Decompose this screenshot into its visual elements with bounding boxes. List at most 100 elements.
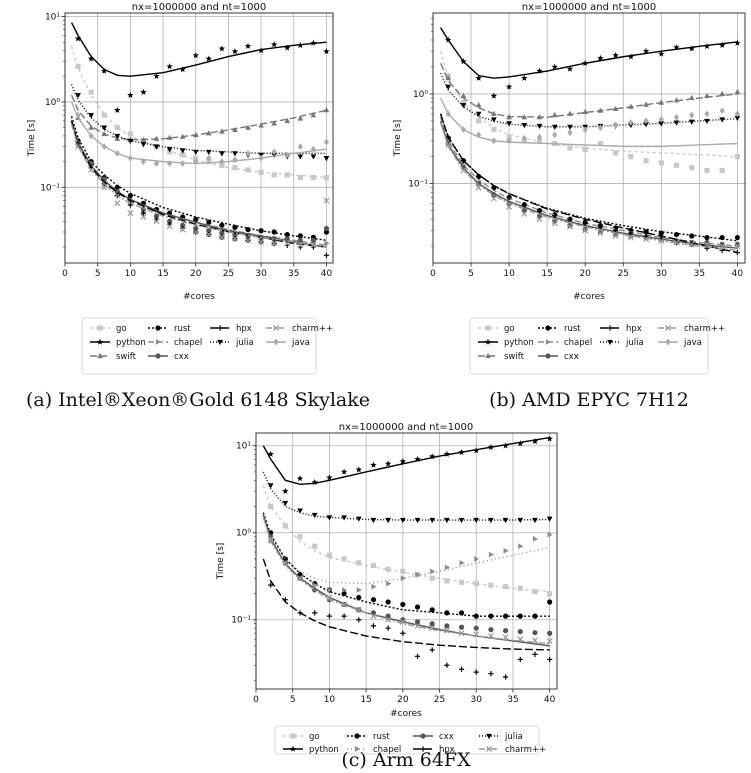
fit-line-cxx (439, 120, 738, 249)
series-rust (262, 512, 553, 619)
data-point-go (206, 159, 212, 165)
marker-square (485, 325, 491, 331)
marker-plus (420, 746, 426, 752)
legend-label: cxx (439, 732, 454, 742)
fit-line-hpx (439, 113, 738, 254)
data-point-rust (232, 224, 238, 230)
series-java (439, 97, 740, 148)
plot-area (65, 13, 333, 263)
x-tick-label: 35 (507, 695, 518, 705)
data-point-python (231, 48, 239, 55)
chart-title: nx=1000000 and nt=1000 (132, 2, 266, 13)
data-point-hpx (473, 669, 479, 675)
data-point-java (219, 158, 225, 166)
legend-label: java (683, 338, 702, 348)
data-point-swift (153, 135, 160, 141)
chart-title: nx=1000000 and nt=1000 (522, 2, 656, 13)
data-point-swift (567, 110, 573, 116)
data-point-python (101, 67, 108, 74)
fit-line-hpx (262, 558, 550, 651)
data-point-python (566, 65, 574, 72)
legend-label: go (309, 732, 320, 742)
data-point-rust (734, 234, 740, 241)
data-point-rust (271, 229, 277, 235)
data-point-julia (385, 517, 392, 524)
data-point-swift (258, 122, 264, 128)
data-point-swift (166, 134, 173, 140)
data-point-rust (284, 231, 290, 238)
data-point-python (244, 42, 252, 49)
fit-line-rust (439, 113, 738, 242)
data-point-chapel (356, 587, 362, 593)
data-point-python (257, 47, 265, 54)
data-point-go (444, 578, 450, 584)
fit-line-java (439, 97, 738, 148)
data-point-python (74, 35, 82, 42)
data-point-go (385, 566, 391, 572)
data-point-charm++ (153, 218, 160, 225)
x-tick-label: 20 (190, 269, 202, 279)
data-point-cxx (219, 230, 225, 236)
data-point-python (326, 474, 333, 481)
data-point-swift (179, 133, 186, 139)
legend-item-python: python (90, 338, 146, 348)
legend-item-chapel: chapel (148, 338, 202, 348)
data-point-julia (127, 138, 134, 144)
legend-label: charm++ (292, 324, 333, 334)
x-tick-label: 5 (468, 269, 474, 279)
data-point-java (297, 143, 303, 150)
x-tick-label: 40 (321, 269, 333, 279)
data-point-cxx (473, 625, 479, 631)
data-point-python (688, 45, 695, 52)
data-point-charm++ (517, 636, 524, 643)
data-point-hpx (597, 224, 604, 230)
data-point-go (488, 582, 494, 588)
data-point-python (370, 461, 377, 468)
series-group (439, 27, 741, 256)
data-point-cxx (323, 225, 330, 232)
data-point-julia (341, 515, 347, 521)
data-point-julia (536, 123, 543, 130)
data-point-charm++ (310, 242, 317, 249)
data-point-go (258, 169, 264, 175)
data-point-python (311, 478, 318, 486)
marker-star (484, 338, 492, 345)
data-point-swift (192, 131, 199, 138)
x-axis-label: #cores (390, 709, 422, 719)
x-tick-label: 30 (656, 269, 668, 279)
data-point-julia (643, 122, 649, 128)
data-point-cxx (532, 630, 538, 636)
data-point-java (127, 154, 133, 162)
marker-triangle-down (607, 339, 613, 346)
data-point-python (140, 88, 147, 95)
data-point-go (719, 167, 725, 174)
data-point-charm++ (658, 237, 665, 244)
data-point-charm++ (127, 210, 134, 217)
data-point-charm++ (140, 213, 147, 220)
data-point-cxx (310, 237, 316, 243)
legend-item-julia: julia (479, 732, 523, 742)
data-point-hpx (613, 227, 619, 234)
data-point-rust (532, 613, 538, 619)
marker-triangle-up (485, 352, 491, 359)
data-point-julia (192, 149, 199, 156)
grid (255, 433, 557, 689)
data-point-hpx (282, 597, 288, 603)
legend-label: hpx (236, 324, 252, 334)
data-point-hpx (734, 249, 740, 256)
data-point-python (460, 58, 467, 65)
data-point-chapel (444, 564, 450, 571)
data-point-julia (271, 152, 278, 158)
data-point-swift (536, 114, 543, 120)
marker-diamond (665, 338, 671, 346)
data-point-go (567, 145, 573, 151)
y-axis-label: Time [s] (27, 120, 37, 158)
data-point-hpx (297, 610, 303, 616)
data-point-charm++ (267, 535, 274, 542)
fit-line-rust (70, 116, 327, 241)
data-point-cxx (414, 619, 421, 625)
data-point-java (460, 126, 467, 133)
data-point-julia (311, 512, 318, 519)
marker-plus (607, 325, 613, 331)
data-point-swift (643, 101, 649, 107)
